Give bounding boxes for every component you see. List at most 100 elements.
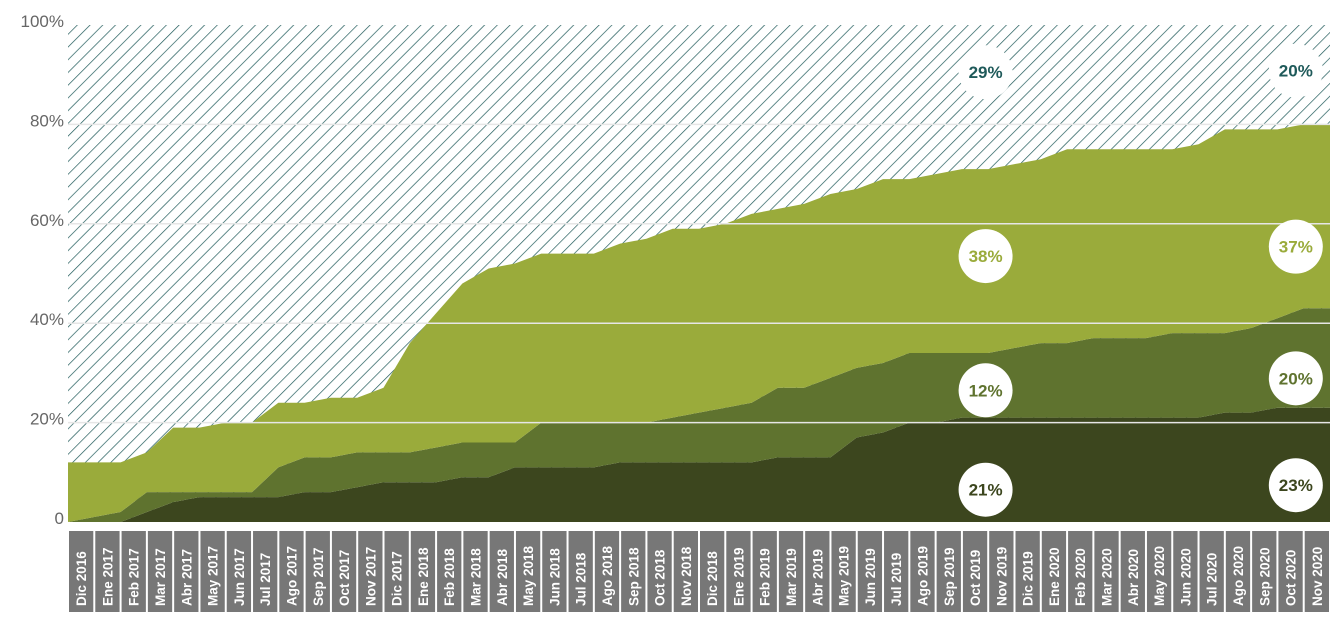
x-tick-label: Abr 2020 — [1126, 549, 1141, 606]
x-tick-tile — [384, 531, 409, 612]
y-tick-label: 60% — [30, 211, 64, 230]
y-tick-label: 40% — [30, 310, 64, 329]
x-tick-tile — [621, 531, 646, 612]
x-tick-tile — [1173, 531, 1198, 612]
badge-circle — [958, 462, 1013, 517]
x-tick-label: Ene 2019 — [731, 547, 746, 606]
badge-circle — [1268, 458, 1323, 513]
x-tick-label: Nov 2020 — [1310, 547, 1325, 606]
x-tick-tile — [805, 531, 830, 612]
x-axis: Dic 2016 Ene 2017 Feb 2017 Mar 2017 Abr 2017… — [69, 531, 1329, 612]
badge-circle — [1268, 43, 1323, 98]
percent-badge: 20% — [1268, 351, 1323, 406]
percent-badge: 23% — [1268, 458, 1323, 513]
x-tick-label: Sep 2018 — [626, 547, 641, 606]
x-tick-label: Mar 2018 — [469, 548, 484, 606]
x-tick-label: Jul 2020 — [1205, 553, 1220, 606]
badge-label: 38% — [969, 247, 1003, 266]
x-tick-label: May 2018 — [521, 545, 536, 606]
plot-area — [68, 25, 1330, 523]
x-tick-label: Nov 2018 — [679, 546, 694, 606]
x-tick-label: Nov 2019 — [994, 547, 1009, 606]
series-area-1 — [68, 407, 1330, 522]
x-tick-label: Oct 2020 — [1284, 550, 1299, 606]
percent-badge: 20% — [1268, 43, 1323, 98]
x-tick-tile — [410, 531, 436, 612]
x-tick-label: Ene 2020 — [1047, 547, 1062, 606]
x-tick-label: Jun 2017 — [232, 548, 247, 606]
x-tick-tile — [1015, 531, 1040, 612]
x-tick-tile — [1146, 531, 1172, 612]
x-tick-label: Dic 2016 — [74, 551, 89, 606]
badge-circle — [958, 363, 1013, 418]
x-tick-tile — [962, 531, 988, 612]
x-tick-tile — [936, 531, 961, 612]
x-tick-tile — [1068, 531, 1093, 612]
x-tick-label: Jul 2019 — [889, 553, 904, 606]
badge-label: 37% — [1279, 238, 1313, 257]
x-tick-tile — [1252, 531, 1277, 612]
x-tick-tile — [200, 531, 225, 612]
x-tick-tile — [226, 531, 252, 612]
x-tick-tile — [778, 531, 804, 612]
x-tick-label: May 2017 — [206, 546, 221, 606]
x-tick-label: Sep 2020 — [1257, 547, 1272, 606]
x-tick-tile — [884, 531, 909, 612]
x-tick-label: Mar 2017 — [153, 548, 168, 606]
percent-badge: 29% — [958, 45, 1013, 100]
x-tick-tile — [542, 531, 567, 612]
x-tick-tile — [1094, 531, 1119, 612]
x-tick-label: Dic 2018 — [705, 551, 720, 606]
badge-label: 20% — [1279, 62, 1313, 81]
x-tick-label: Sep 2017 — [311, 547, 326, 606]
x-tick-tile — [568, 531, 593, 612]
x-tick-label: Feb 2019 — [758, 548, 773, 606]
x-tick-tile — [489, 531, 514, 612]
x-tick-label: Nov 2017 — [363, 547, 378, 606]
x-tick-tile — [69, 531, 94, 612]
x-tick-tile — [305, 531, 330, 612]
x-tick-tile — [1278, 531, 1303, 612]
x-tick-tile — [515, 531, 541, 612]
x-tick-tile — [174, 531, 199, 612]
badge-circle — [958, 229, 1013, 284]
x-tick-label: Ago 2020 — [1231, 546, 1246, 606]
badge-label: 21% — [969, 481, 1003, 500]
badge-circle — [958, 45, 1013, 100]
x-tick-label: Dic 2017 — [390, 551, 405, 606]
x-tick-label: May 2020 — [1152, 546, 1167, 606]
x-tick-label: Feb 2018 — [442, 548, 457, 606]
y-tick-label: 20% — [30, 410, 64, 429]
x-tick-tile — [1120, 531, 1145, 612]
x-tick-tile — [857, 531, 883, 612]
x-tick-tile — [95, 531, 120, 612]
x-tick-label: Jun 2019 — [863, 548, 878, 606]
x-tick-label: Abr 2019 — [810, 549, 825, 606]
x-tick-tile — [594, 531, 620, 612]
x-tick-label: Mar 2019 — [784, 548, 799, 606]
percent-badge: 21% — [958, 462, 1013, 517]
x-tick-tile — [1304, 531, 1329, 612]
x-tick-label: Jun 2020 — [1178, 548, 1193, 606]
x-tick-tile — [331, 531, 357, 612]
x-tick-tile — [910, 531, 935, 612]
x-tick-tile — [358, 531, 383, 612]
x-tick-tile — [752, 531, 777, 612]
x-tick-tile — [1199, 531, 1224, 612]
x-tick-label: Mar 2020 — [1100, 548, 1115, 606]
x-tick-label: Feb 2020 — [1073, 548, 1088, 606]
percent-badge: 37% — [1268, 219, 1323, 274]
badge-circle — [1268, 351, 1323, 406]
x-tick-label: Ago 2018 — [600, 545, 615, 606]
percentage-badges: 29% 38% 12% 21% 20% 37% 20% 23% — [958, 43, 1323, 517]
x-tick-label: Ene 2017 — [100, 547, 115, 606]
x-tick-tile — [253, 531, 278, 612]
x-tick-label: Sep 2019 — [942, 547, 957, 606]
x-tick-tile — [700, 531, 725, 612]
x-tick-tile — [1041, 531, 1067, 612]
badge-label: 20% — [1279, 369, 1313, 388]
badge-label: 29% — [969, 63, 1003, 82]
percent-badge: 38% — [958, 229, 1013, 284]
y-axis: 0 20% 40% 60% 80% 100% — [21, 12, 64, 528]
x-tick-tile — [647, 531, 672, 612]
